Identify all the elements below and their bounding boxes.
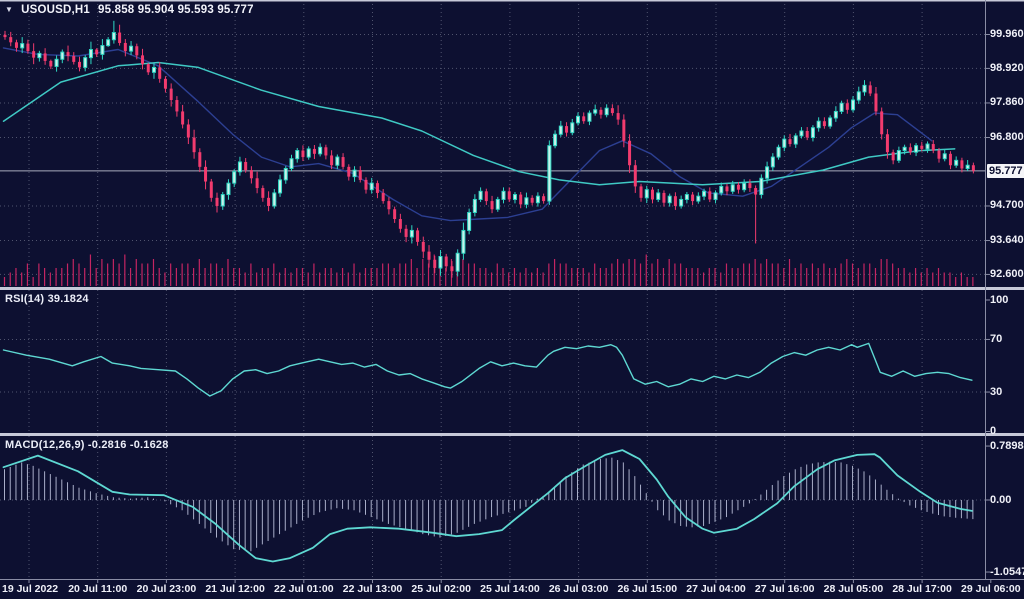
volume-bars [3, 254, 974, 286]
macd-signal-line [2, 449, 973, 563]
price-axis-label: 92.600 [990, 267, 1024, 280]
macd-axis-label: 0.00 [990, 493, 1012, 506]
macd-label: MACD(12,26,9) -0.2816 -0.1628 [5, 439, 169, 451]
macd-axis-label: -1.0547 [990, 565, 1024, 578]
chart-header: ▼ USOUSD,H1 95.858 95.904 95.593 95.777 [5, 4, 254, 16]
macd-values: -0.2816 -0.1628 [87, 439, 169, 451]
price-axis-label: 99.960 [990, 28, 1024, 40]
time-axis-label: 27 Jul 16:00 [754, 583, 815, 595]
rsi-name: RSI(14) [5, 293, 45, 305]
rsi-axis-label: 0 [990, 425, 997, 437]
price-axis-label: 98.920 [990, 61, 1024, 74]
grid-lines [0, 0, 985, 577]
time-axis-label: 26 Jul 03:00 [548, 583, 609, 595]
macd-name: MACD(12,26,9) [5, 439, 85, 451]
price-axis[interactable]: 99.960 98.920 97.860 96.800 94.700 93.640 92.6… [986, 0, 1024, 599]
rsi-axis-label: 30 [990, 385, 1003, 398]
time-axis-label: 22 Jul 13:00 [342, 583, 403, 595]
time-axis-label: 22 Jul 01:00 [274, 583, 334, 595]
symbol-dropdown-icon[interactable]: ▼ [5, 4, 14, 14]
time-axis-label: 19 Jul 2022 [2, 583, 59, 595]
panel-separators [0, 0, 1024, 583]
price-axis-label: 96.800 [990, 131, 1024, 144]
rsi-value: 39.1824 [47, 293, 89, 305]
rsi-line [2, 342, 973, 397]
time-axis[interactable]: 19 Jul 2022 20 Jul 11:00 20 Jul 23:00 21 Ju… [0, 581, 1024, 599]
time-axis-label: 29 Jul 06:00 [961, 583, 1021, 595]
moving-averages [2, 47, 956, 222]
time-axis-label: 26 Jul 15:00 [617, 583, 678, 595]
time-axis-label: 25 Jul 02:00 [411, 583, 471, 595]
price-axis-label: 94.700 [990, 199, 1024, 212]
time-axis-label: 20 Jul 23:00 [136, 583, 197, 595]
macd-histogram [4, 457, 974, 552]
price-axis-label: 97.860 [990, 96, 1024, 109]
ohlc-values: 95.858 95.904 95.593 95.777 [98, 4, 254, 16]
time-axis-label: 20 Jul 11:00 [68, 583, 128, 595]
symbol-label: USOUSD,H1 [21, 4, 91, 16]
candles[interactable] [3, 20, 975, 278]
time-axis-label: 25 Jul 14:00 [480, 583, 540, 595]
macd-axis-label: 0.7898 [990, 439, 1024, 452]
time-axis-label: 21 Jul 12:00 [205, 583, 265, 595]
time-axis-label: 28 Jul 17:00 [892, 583, 952, 595]
rsi-axis-label: 100 [990, 293, 1009, 306]
time-axis-label: 28 Jul 05:00 [823, 583, 884, 595]
current-price-tag: 95.777 [987, 163, 1024, 178]
rsi-label: RSI(14) 39.1824 [5, 293, 89, 305]
price-axis-label: 93.640 [990, 234, 1024, 247]
rsi-axis-label: 70 [990, 332, 1003, 345]
time-axis-label: 27 Jul 04:00 [686, 583, 746, 595]
